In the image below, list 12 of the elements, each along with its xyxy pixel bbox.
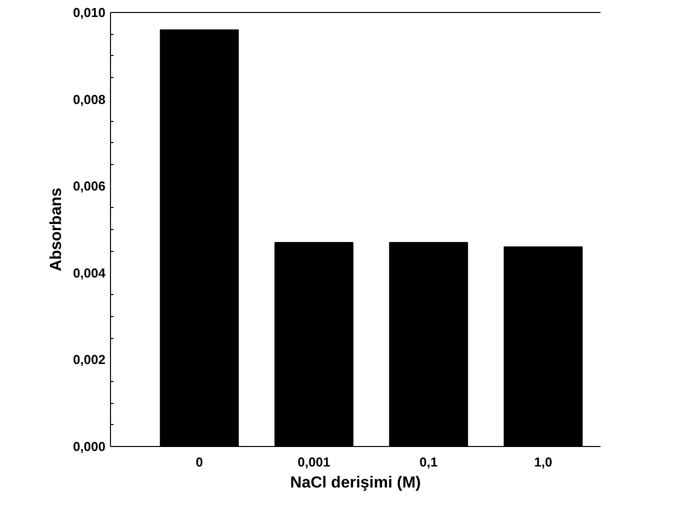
y-tick-label: 0,002 xyxy=(72,352,106,368)
y-tick-label: 0,010 xyxy=(72,5,106,20)
y-tick-label: 0,006 xyxy=(72,178,106,194)
x-tick-label: 0,1 xyxy=(420,454,438,470)
y-tick-label: 0,008 xyxy=(72,92,106,107)
y-tick-label: 0,000 xyxy=(72,439,106,454)
x-tick-label: 0,001 xyxy=(298,454,330,470)
x-tick-label: 1,0 xyxy=(534,454,552,470)
y-tick-label: 0,004 xyxy=(72,265,106,280)
x-axis-title: NaCl derişimi (M) xyxy=(290,474,421,492)
y-axis-title: Absorbans xyxy=(48,188,65,272)
x-tick-label: 0 xyxy=(196,454,203,470)
